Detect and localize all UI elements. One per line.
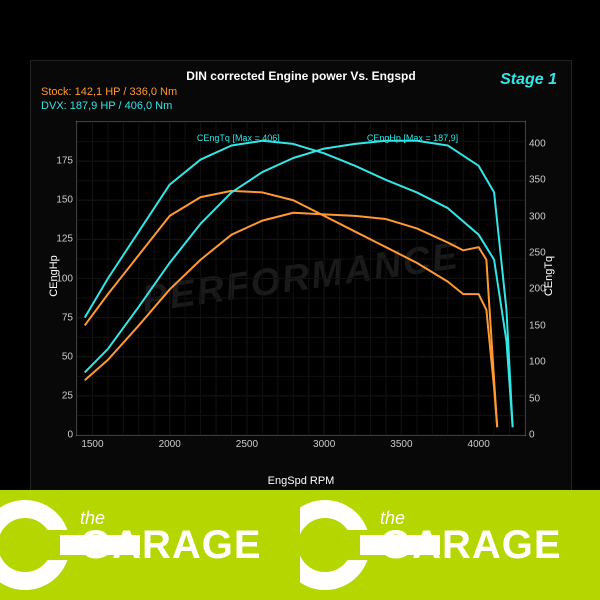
yr-tick: 350 — [529, 175, 546, 186]
yr-tick: 50 — [529, 393, 540, 404]
yr-tick: 100 — [529, 357, 546, 368]
yl-tick: 0 — [67, 430, 73, 441]
logo-text: the GARAGE — [80, 508, 262, 568]
yl-tick: 50 — [62, 351, 73, 362]
logo-right: the GARAGE — [300, 490, 600, 600]
yr-tick: 150 — [529, 320, 546, 331]
yl-tick: 150 — [56, 195, 73, 206]
yl-tick: 25 — [62, 390, 73, 401]
yr-tick: 0 — [529, 430, 535, 441]
x-tick: 3500 — [390, 439, 412, 450]
x-tick: 2500 — [236, 439, 258, 450]
logo-left: the GARAGE — [0, 490, 300, 600]
x-axis-label: EngSpd RPM — [31, 475, 571, 487]
x-tick: 2000 — [159, 439, 181, 450]
y-axis-left-label: CEngHp — [48, 255, 60, 297]
legend-dvx: DVX: 187,9 HP / 406,0 Nm — [41, 99, 177, 113]
annotation-tq_max: CEngTq [Max = 406] — [197, 133, 280, 143]
y-axis-right-label: CEngTq — [543, 256, 555, 296]
stage-label: Stage 1 — [500, 71, 557, 89]
dyno-frame: DIN corrected Engine power Vs. Engspd St… — [0, 0, 600, 600]
chart-title: DIN corrected Engine power Vs. Engspd — [31, 69, 571, 83]
x-tick: 4000 — [468, 439, 490, 450]
legend: Stock: 142,1 HP / 336,0 Nm DVX: 187,9 HP… — [41, 85, 177, 113]
logo-band: the GARAGE the GARAGE — [0, 490, 600, 600]
legend-stock: Stock: 142,1 HP / 336,0 Nm — [41, 85, 177, 99]
yl-tick: 75 — [62, 312, 73, 323]
yl-tick: 175 — [56, 156, 73, 167]
x-tick: 3000 — [313, 439, 335, 450]
yl-tick: 125 — [56, 234, 73, 245]
plot-area: PERFORMANCE 1500200025003000350040000255… — [76, 121, 526, 436]
yr-tick: 300 — [529, 211, 546, 222]
dyno-chart: DIN corrected Engine power Vs. Engspd St… — [30, 60, 572, 492]
x-tick: 1500 — [81, 439, 103, 450]
logo-text: the GARAGE — [380, 508, 562, 568]
annotation-hp_max: CEngHp [Max = 187,9] — [367, 133, 458, 143]
plot-svg — [77, 122, 525, 435]
yr-tick: 400 — [529, 138, 546, 149]
